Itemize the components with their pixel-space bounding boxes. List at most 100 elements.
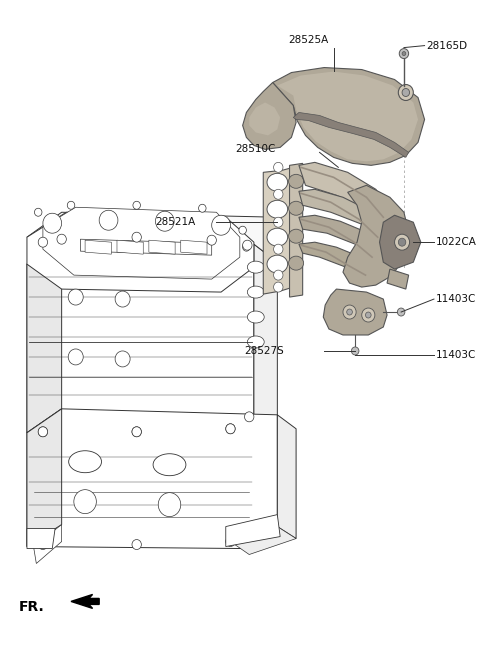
Polygon shape [293,112,408,158]
Polygon shape [289,164,303,297]
Circle shape [244,412,254,422]
Polygon shape [27,212,254,292]
Circle shape [68,349,83,365]
Polygon shape [277,415,296,539]
Circle shape [99,210,118,230]
Polygon shape [299,242,371,279]
Circle shape [362,308,375,322]
Text: 28510C: 28510C [235,145,276,154]
Text: 28165D: 28165D [426,41,468,51]
Polygon shape [85,240,111,254]
Circle shape [68,289,83,305]
Polygon shape [43,207,240,279]
Circle shape [274,189,283,199]
Circle shape [274,217,283,227]
Circle shape [132,232,142,242]
Circle shape [395,234,409,250]
Ellipse shape [267,255,288,273]
Polygon shape [27,529,55,549]
Polygon shape [299,215,378,257]
Circle shape [243,243,250,251]
Polygon shape [243,83,296,149]
Ellipse shape [288,229,303,243]
Ellipse shape [288,174,303,189]
Circle shape [207,235,216,245]
Circle shape [74,489,96,514]
Text: 28525A: 28525A [288,35,329,45]
Ellipse shape [267,173,288,191]
Ellipse shape [69,451,101,472]
Text: 28527S: 28527S [244,346,284,356]
Circle shape [402,52,406,56]
Polygon shape [230,526,296,555]
Circle shape [226,424,235,434]
Polygon shape [27,409,61,547]
Ellipse shape [267,228,288,246]
Polygon shape [324,289,387,335]
Circle shape [274,244,283,254]
Circle shape [212,215,230,235]
Text: 28521A: 28521A [156,217,196,227]
Ellipse shape [288,201,303,215]
Text: 1022CA: 1022CA [436,237,477,247]
Polygon shape [277,72,418,162]
Circle shape [132,539,142,549]
Ellipse shape [247,286,264,298]
Circle shape [397,308,405,316]
Circle shape [199,204,206,212]
Polygon shape [273,68,425,166]
Circle shape [115,291,130,307]
Circle shape [38,237,48,247]
Circle shape [402,89,409,97]
Polygon shape [149,240,175,254]
Polygon shape [249,102,280,135]
Circle shape [398,238,406,246]
Circle shape [38,539,48,549]
Polygon shape [343,185,408,287]
Circle shape [365,312,371,318]
Polygon shape [380,215,421,269]
Polygon shape [299,162,390,222]
Ellipse shape [153,454,186,476]
Text: 11403C: 11403C [436,294,476,304]
Circle shape [38,427,48,437]
Circle shape [351,347,359,355]
Circle shape [132,427,142,437]
Circle shape [347,309,352,315]
Ellipse shape [267,200,288,218]
Polygon shape [27,212,277,262]
Text: 11403C: 11403C [436,350,476,360]
Circle shape [158,493,181,516]
Circle shape [274,270,283,280]
Circle shape [132,427,142,437]
Text: FR.: FR. [19,600,45,614]
Polygon shape [27,409,277,549]
Circle shape [133,201,141,209]
Polygon shape [226,514,280,547]
Polygon shape [387,269,408,289]
Circle shape [274,282,283,292]
Polygon shape [181,240,207,254]
Circle shape [67,201,75,209]
Ellipse shape [247,311,264,323]
Polygon shape [27,239,254,437]
Ellipse shape [288,256,303,270]
Circle shape [243,240,252,250]
Ellipse shape [247,261,264,273]
Circle shape [398,85,413,101]
Circle shape [399,49,408,58]
Polygon shape [71,595,99,608]
Circle shape [115,351,130,367]
Circle shape [43,214,61,233]
Circle shape [239,226,246,234]
Circle shape [156,212,174,231]
Circle shape [57,234,66,244]
Polygon shape [299,189,384,237]
Polygon shape [81,239,212,255]
Ellipse shape [247,336,264,348]
Polygon shape [263,168,293,294]
Circle shape [226,537,235,547]
Circle shape [274,162,283,172]
Polygon shape [254,244,277,435]
Polygon shape [34,524,61,564]
